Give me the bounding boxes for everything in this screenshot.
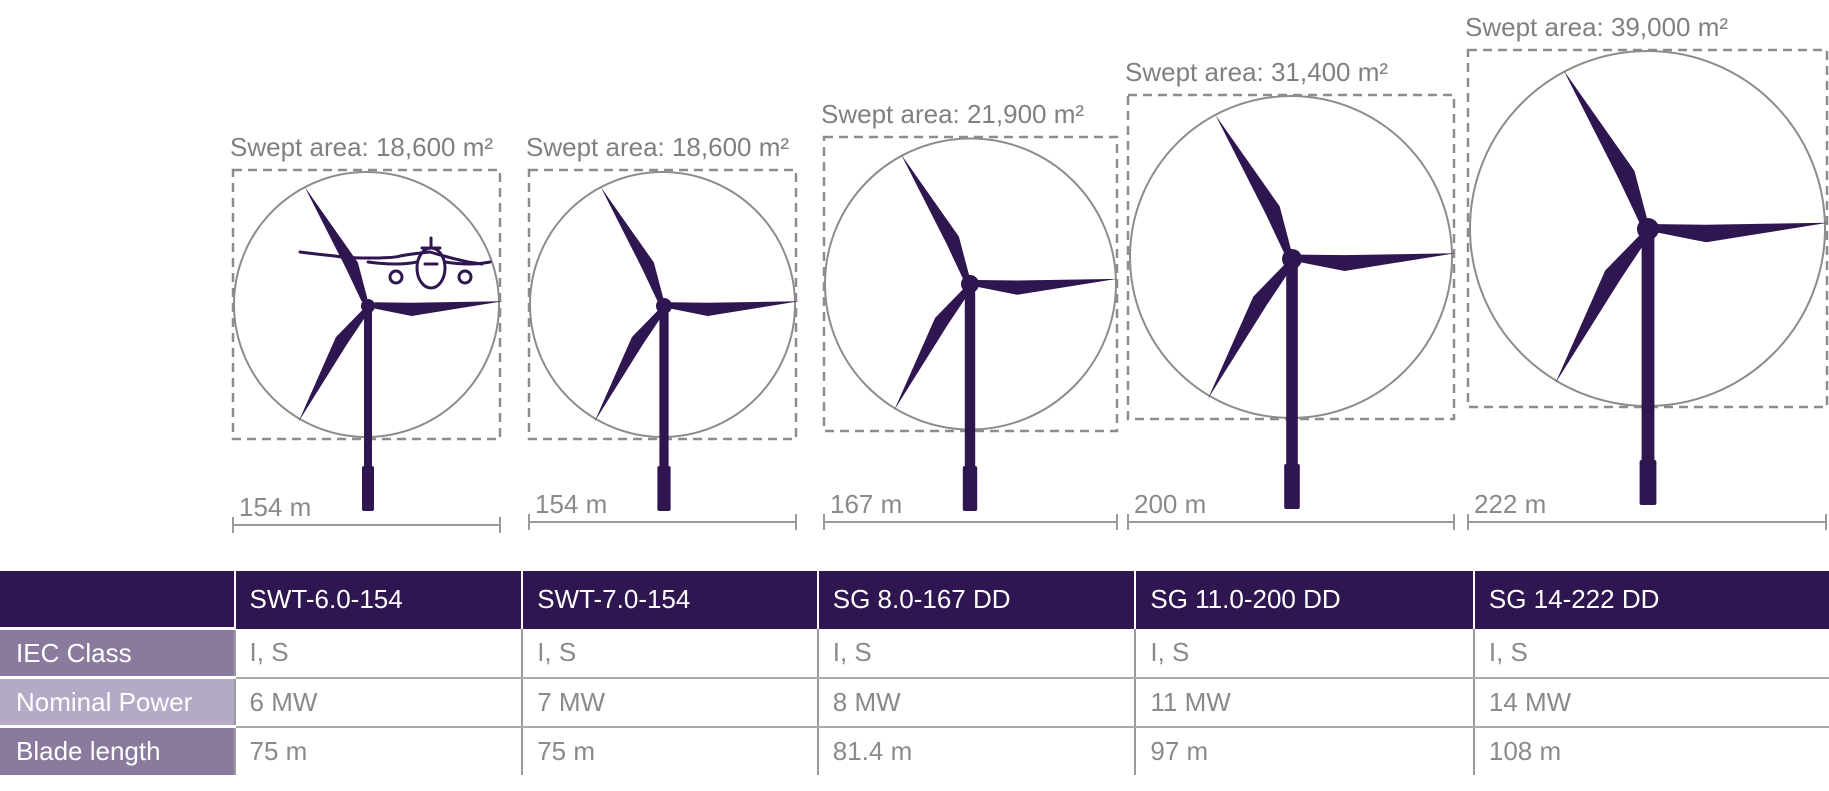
table-cell: I, S	[1472, 628, 1829, 679]
model-header-swt-7-0-154: SWT-7.0-154	[521, 571, 818, 629]
table-header-row: SWT-6.0-154 SWT-7.0-154 SG 8.0-167 DD SG…	[0, 571, 1829, 629]
table-row-iec-class: IEC Class I, S I, S I, S I, S I, S	[0, 627, 1829, 679]
blade-upper	[1563, 70, 1648, 224]
swept-area-label: Swept area: 39,000 m²	[1465, 12, 1728, 42]
swept-area-label: Swept area: 18,600 m²	[526, 132, 789, 162]
row-label-iec-class: IEC Class	[0, 627, 235, 678]
tower	[659, 306, 669, 473]
blade-upper	[1215, 115, 1292, 254]
blade-lower	[1555, 234, 1648, 384]
table-row-nominal-power: Nominal Power 6 MW 7 MW 8 MW 11 MW 14 MW	[0, 676, 1829, 728]
turbine-4: Swept area: 31,400 m² 200 m	[1125, 57, 1456, 530]
diameter-label: 200 m	[1134, 489, 1206, 519]
tower	[964, 284, 976, 473]
tower	[364, 306, 372, 473]
blade-right	[1300, 253, 1455, 271]
tower-base	[962, 466, 978, 511]
swept-area-box	[1466, 48, 1829, 409]
turbine-5: Swept area: 39,000 m² 222 m	[1465, 12, 1829, 530]
blade-lower	[1208, 264, 1292, 399]
swept-area-label: Swept area: 21,900 m²	[821, 99, 1084, 129]
table-cell: 8 MW	[816, 677, 1136, 728]
model-header-sg-14-222: SG 14-222 DD	[1472, 571, 1829, 629]
diameter-label: 154 m	[239, 492, 311, 522]
table-corner-cell	[0, 571, 235, 629]
model-header-swt-6-0-154: SWT-6.0-154	[233, 571, 523, 629]
tower	[1286, 259, 1298, 471]
tower-base	[657, 466, 671, 511]
table-cell: 11 MW	[1134, 677, 1474, 728]
blade-right	[670, 301, 799, 316]
blade-right	[374, 301, 503, 316]
table-cell: 75 m	[233, 726, 523, 775]
table-cell: 108 m	[1472, 726, 1829, 775]
nacelle-hub	[361, 299, 375, 313]
airplane-icon	[298, 236, 492, 290]
table-cell: 14 MW	[1472, 677, 1829, 728]
blade-right	[977, 278, 1117, 295]
diameter-label: 167 m	[830, 489, 902, 519]
blade-upper	[304, 186, 368, 302]
model-header-sg-11-0-200: SG 11.0-200 DD	[1134, 571, 1474, 629]
blade-lower	[894, 288, 970, 410]
nacelle-hub	[961, 275, 979, 293]
row-label-blade-length: Blade length	[0, 725, 235, 775]
nacelle-hub	[1637, 218, 1659, 240]
blade-lower	[298, 310, 368, 422]
table-cell: 81.4 m	[816, 726, 1136, 775]
swept-area-label: Swept area: 18,600 m²	[230, 132, 493, 162]
table-cell: 7 MW	[521, 677, 818, 728]
turbine-3: Swept area: 21,900 m² 167 m	[821, 99, 1119, 530]
tower-base	[1639, 460, 1657, 505]
turbine-1: Swept area: 18,600 m² 154 m	[230, 132, 503, 533]
row-label-nominal-power: Nominal Power	[0, 676, 235, 727]
table-cell: I, S	[233, 628, 523, 679]
diameter-label: 154 m	[535, 489, 607, 519]
blade-upper	[600, 186, 664, 302]
table-cell: 75 m	[521, 726, 818, 775]
tower	[1641, 229, 1655, 467]
model-header-sg-8-0-167: SG 8.0-167 DD	[816, 571, 1136, 629]
table-row-blade-length: Blade length 75 m 75 m 81.4 m 97 m 108 m	[0, 725, 1829, 775]
blade-upper	[901, 154, 970, 280]
table-cell: 97 m	[1134, 726, 1474, 775]
table-cell: I, S	[1134, 628, 1474, 679]
swept-area-label: Swept area: 31,400 m²	[1125, 57, 1388, 87]
turbine-2: Swept area: 18,600 m² 154 m	[526, 132, 799, 530]
blade-lower	[594, 310, 664, 422]
turbine-spec-table: SWT-6.0-154 SWT-7.0-154 SG 8.0-167 DD SG…	[0, 571, 1829, 775]
diameter-label: 222 m	[1474, 489, 1546, 519]
nacelle-hub	[1282, 249, 1302, 269]
nacelle-hub	[656, 298, 672, 314]
table-cell: I, S	[816, 628, 1136, 679]
table-cell: 6 MW	[233, 677, 523, 728]
blade-right	[1656, 222, 1828, 243]
tower-base	[362, 466, 374, 511]
tower-base	[1284, 464, 1300, 509]
table-cell: I, S	[521, 628, 818, 679]
